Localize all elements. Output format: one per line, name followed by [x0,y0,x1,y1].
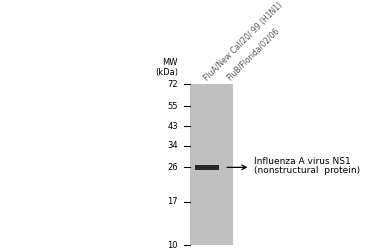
Text: 55: 55 [167,102,178,111]
Text: 26: 26 [167,163,178,172]
Text: FluA/New Cal/20/ 99 (H1N1): FluA/New Cal/20/ 99 (H1N1) [202,0,284,82]
Text: FluB/Florida/02/06: FluB/Florida/02/06 [225,26,281,82]
Text: MW
(kDa): MW (kDa) [155,58,178,77]
Text: (nonstructural  protein): (nonstructural protein) [254,166,360,175]
Bar [190,84,233,245]
Text: 34: 34 [167,141,178,150]
Text: 17: 17 [167,198,178,206]
Bar [195,165,219,170]
Text: 10: 10 [167,240,178,250]
Text: 43: 43 [167,122,178,131]
Text: Influenza A virus NS1: Influenza A virus NS1 [254,157,351,166]
Text: 72: 72 [167,80,178,89]
